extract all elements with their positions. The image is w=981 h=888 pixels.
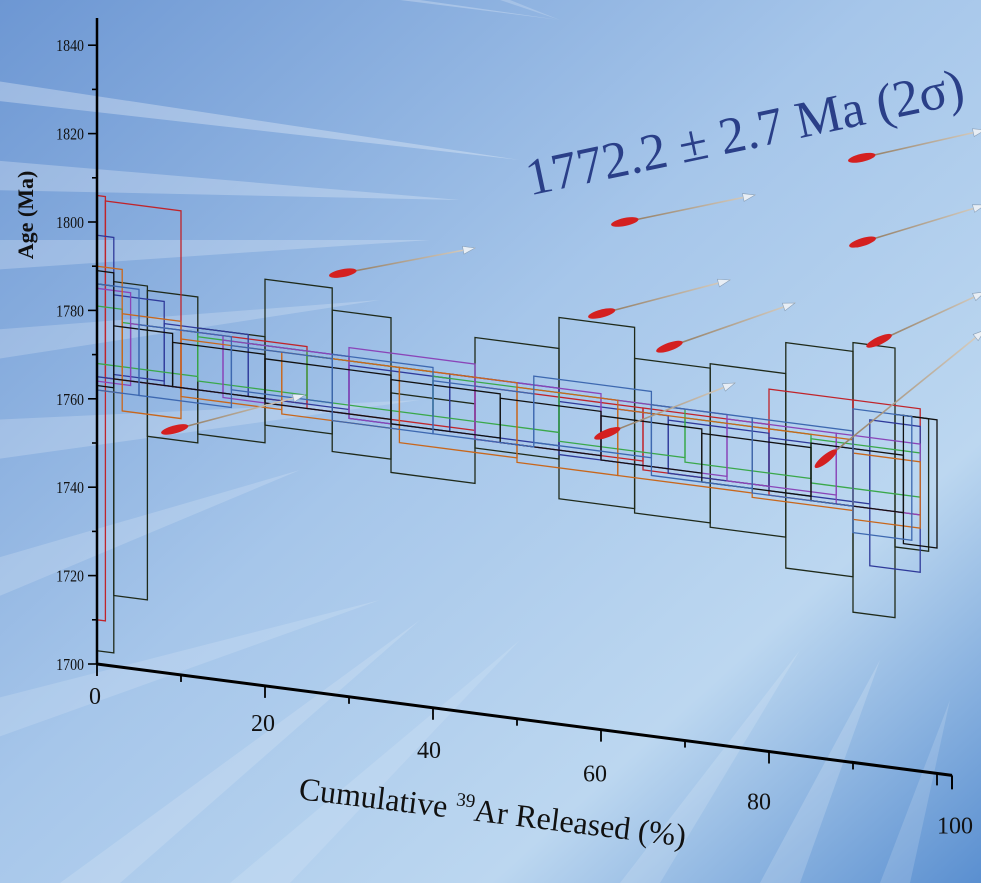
step-box [264,358,392,421]
axes: 1700 1720 1740 1760 1780 1800 1820 1840 0 20 40 60 8… [56,18,973,839]
step-box [869,419,921,574]
step-box [499,397,602,457]
step-box [264,278,333,435]
step-box [398,366,518,459]
y-tick-label: 1720 [56,567,84,586]
step-box [331,353,434,435]
arrows-decoration [161,128,981,469]
arrow-icon [588,278,731,319]
arrow-icon [329,245,476,278]
x-tick-label: 100 [937,813,973,839]
arrow-icon [849,204,981,248]
step-box [902,414,938,549]
x-tick-label: 60 [583,762,607,788]
arrow-icon [656,302,796,353]
background-streaks [0,0,950,883]
x-tick-label: 0 [89,684,101,710]
y-axis-label: Age (Ma) [13,171,38,260]
step-box [146,289,199,444]
y-tick-label: 1840 [56,37,84,56]
step-box [138,323,233,409]
arrow-icon [161,393,306,435]
y-tick-label: 1780 [56,302,84,321]
step-box [533,375,653,459]
arrow-icon [866,292,981,348]
step-box [121,312,182,420]
step-box [390,378,501,439]
x-tick-label: 40 [417,738,441,764]
step-box [113,325,174,388]
x-tick-label: 20 [251,711,275,737]
y-axis: 1700 1720 1740 1760 1780 1800 1820 1840 [56,18,99,675]
x-tick-label: 80 [747,790,771,816]
plot-area [96,194,938,654]
y-tick-label: 1800 [56,214,84,233]
step-box [171,341,266,400]
y-tick-label: 1740 [56,479,84,498]
step-box [558,316,636,510]
x-axis: 0 20 40 60 80 100 [89,662,973,839]
step-box [516,386,619,477]
arrow-icon [814,331,981,469]
y-tick-label: 1700 [56,656,84,675]
y-tick-label: 1760 [56,391,84,410]
arrow-icon [611,193,756,227]
arrow-icon [594,382,736,440]
arrow-icon [848,128,981,163]
y-tick-label: 1820 [56,125,84,144]
step-box [600,415,703,474]
step-box [852,408,913,542]
